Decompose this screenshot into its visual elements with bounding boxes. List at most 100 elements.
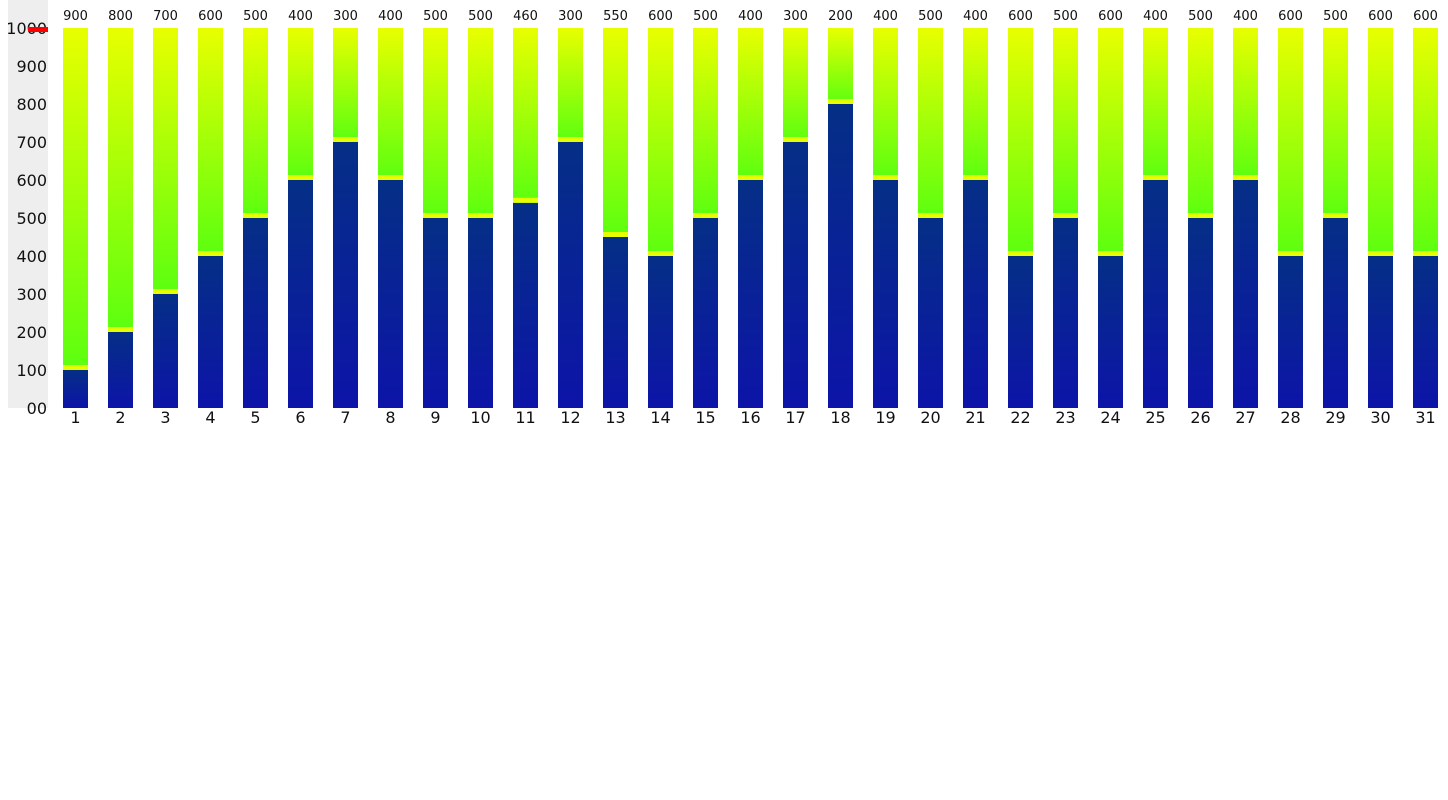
bar-top-label: 400 xyxy=(873,9,898,24)
bar-segment-top xyxy=(288,28,313,180)
bar-segment-top xyxy=(873,28,898,180)
bar-top-label: 400 xyxy=(288,9,313,24)
bar-segment-top xyxy=(738,28,763,180)
bar-divider xyxy=(468,213,493,218)
top-labels: 900 800 700 600 500 400 300 400 500 500 460 300 550 6… xyxy=(63,9,1438,24)
bar-segment-bottom xyxy=(828,104,853,408)
y-tick-label: 1000 xyxy=(6,19,47,38)
x-tick-label: 13 xyxy=(605,408,625,427)
bar-segment-bottom xyxy=(63,370,88,408)
x-tick-label: 12 xyxy=(560,408,580,427)
bar-divider xyxy=(1053,213,1078,218)
x-tick-label: 31 xyxy=(1415,408,1435,427)
x-tick-label: 16 xyxy=(740,408,760,427)
bar-divider xyxy=(873,175,898,180)
y-tick-label: 400 xyxy=(16,247,47,266)
bar-segment-top xyxy=(963,28,988,180)
x-tick-label: 24 xyxy=(1100,408,1120,427)
bar-top-label: 500 xyxy=(468,9,493,24)
bar-divider xyxy=(918,213,943,218)
bar-segment-top xyxy=(1368,28,1393,256)
y-tick-label: 200 xyxy=(16,323,47,342)
bar-top-label: 800 xyxy=(108,9,133,24)
bar-segment-top xyxy=(63,28,88,370)
x-tick-label: 17 xyxy=(785,408,805,427)
bar-segment-top xyxy=(918,28,943,218)
bar-top-label: 600 xyxy=(1278,9,1303,24)
bar-segment-top xyxy=(1008,28,1033,256)
bar-divider xyxy=(1008,251,1033,256)
bar-divider xyxy=(1323,213,1348,218)
y-tick-label: 900 xyxy=(16,57,47,76)
x-tick-label: 20 xyxy=(920,408,940,427)
x-tick-label: 11 xyxy=(515,408,535,427)
bar-segment-top xyxy=(198,28,223,256)
bar-divider xyxy=(1413,251,1438,256)
bar-top-label: 500 xyxy=(918,9,943,24)
bar-top-label: 460 xyxy=(513,9,538,24)
x-tick-label: 2 xyxy=(115,408,125,427)
bar-segment-bottom xyxy=(198,256,223,408)
bar-divider xyxy=(558,137,583,142)
bar-divider xyxy=(693,213,718,218)
bar-divider xyxy=(288,175,313,180)
bar-top-label: 600 xyxy=(1368,9,1393,24)
bar-segment-bottom xyxy=(1008,256,1033,408)
x-tick-label: 22 xyxy=(1010,408,1030,427)
y-tick-label: 00 xyxy=(27,399,47,418)
bar-divider xyxy=(828,99,853,104)
bar-segment-bottom xyxy=(243,218,268,408)
bar-segment-top xyxy=(1143,28,1168,180)
bar-segment-top xyxy=(423,28,448,218)
x-tick-label: 7 xyxy=(340,408,350,427)
x-tick-label: 3 xyxy=(160,408,170,427)
bar-segment-top xyxy=(468,28,493,218)
bar-divider xyxy=(1188,213,1213,218)
x-tick-label: 18 xyxy=(830,408,850,427)
bar-segment-bottom xyxy=(1233,180,1258,408)
bar-divider xyxy=(603,232,628,237)
bar-segment-bottom xyxy=(1143,180,1168,408)
bar-segment-bottom xyxy=(513,202,538,408)
bar-divider xyxy=(63,365,88,370)
bar-segment-top xyxy=(1098,28,1123,256)
bar-segment-bottom xyxy=(378,180,403,408)
y-axis: 00 100 200 300 400 500 600 700 800 900 1000 xyxy=(6,19,47,418)
bar-top-label: 500 xyxy=(423,9,448,24)
bar-top-label: 400 xyxy=(378,9,403,24)
bar-segment-bottom xyxy=(1278,256,1303,408)
x-tick-label: 25 xyxy=(1145,408,1165,427)
x-tick-label: 9 xyxy=(430,408,440,427)
bars xyxy=(63,28,1438,408)
bar-top-label: 400 xyxy=(1143,9,1168,24)
bar-segment-bottom xyxy=(558,142,583,408)
x-tick-label: 6 xyxy=(295,408,305,427)
bar-top-label: 500 xyxy=(1053,9,1078,24)
bar-segment-bottom xyxy=(1053,218,1078,408)
bar-divider xyxy=(198,251,223,256)
y-tick-label: 700 xyxy=(16,133,47,152)
bar-top-label: 600 xyxy=(1008,9,1033,24)
bar-top-label: 300 xyxy=(333,9,358,24)
bar-segment-bottom xyxy=(693,218,718,408)
bar-top-label: 700 xyxy=(153,9,178,24)
bar-segment-top xyxy=(378,28,403,180)
bar-top-label: 300 xyxy=(783,9,808,24)
x-tick-label: 28 xyxy=(1280,408,1300,427)
bar-top-label: 300 xyxy=(558,9,583,24)
bar-segment-top xyxy=(333,28,358,142)
x-tick-label: 27 xyxy=(1235,408,1255,427)
x-tick-label: 1 xyxy=(70,408,80,427)
bar-segment-bottom xyxy=(1323,218,1348,408)
bar-segment-bottom xyxy=(468,218,493,408)
y-tick-label: 300 xyxy=(16,285,47,304)
bar-segment-top xyxy=(1413,28,1438,256)
bar-segment-bottom xyxy=(153,294,178,408)
bar-top-label: 600 xyxy=(198,9,223,24)
x-tick-label: 4 xyxy=(205,408,215,427)
x-tick-label: 10 xyxy=(470,408,490,427)
bar-divider xyxy=(423,213,448,218)
y-tick-label: 500 xyxy=(16,209,47,228)
bar-divider xyxy=(243,213,268,218)
